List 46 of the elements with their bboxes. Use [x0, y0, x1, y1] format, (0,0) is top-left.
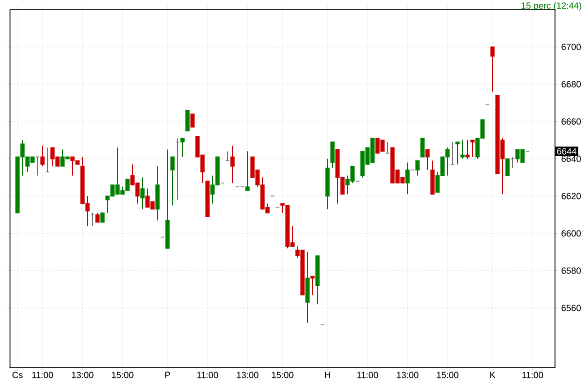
x-tick-label: 11:00	[357, 372, 378, 378]
y-tick-label: 6580	[562, 267, 581, 274]
candlestick	[40, 145, 45, 167]
text: 6644	[557, 148, 576, 155]
x-tick-label: Cs	[12, 372, 23, 378]
candlestick	[405, 162, 410, 195]
candlestick	[230, 145, 235, 184]
candlestick	[490, 46, 495, 92]
x-tick-label: 13:00	[236, 372, 258, 378]
x-tick-label: 15:00	[112, 372, 134, 378]
candlestick	[505, 158, 510, 176]
candlestick	[310, 276, 315, 296]
chart-subtitle: 15 perc (12:44)	[522, 2, 582, 11]
candlestick	[465, 140, 470, 160]
candlestick	[415, 160, 420, 176]
candlestick	[100, 212, 105, 223]
candlestick	[185, 110, 190, 132]
candlestick	[140, 176, 145, 210]
candlestick	[180, 138, 185, 158]
x-tick-label: 15:00	[436, 372, 458, 378]
candlestick	[455, 142, 460, 165]
x-tick-label: 11:00	[197, 372, 218, 378]
y-tick-label: 6700	[562, 44, 581, 50]
candlestick	[245, 150, 250, 191]
candlestick	[470, 140, 475, 158]
y-tick-label: 6660	[562, 118, 581, 125]
x-tick-label: 13:00	[396, 372, 418, 378]
candlestick	[425, 148, 430, 170]
x-tick-label: P	[165, 372, 170, 378]
candlestick	[95, 212, 100, 223]
x-tick-label: 15:00	[272, 372, 294, 378]
candlestick	[420, 138, 425, 158]
x-tick-label: 13:00	[72, 372, 94, 378]
y-tick-label: 6560	[562, 304, 581, 312]
candlestick	[330, 142, 335, 169]
candlestick	[170, 156, 175, 206]
y-tick-label: 6620	[562, 192, 581, 200]
y-tick-label: 6640	[562, 156, 581, 162]
x-tick-label: 11:00	[522, 372, 544, 378]
y-tick-label: 6680	[562, 81, 581, 88]
x-tick-label: H	[325, 372, 330, 378]
candlestick	[460, 140, 465, 160]
x-tick-label: 11:00	[32, 372, 54, 378]
x-tick-label: K	[490, 372, 496, 378]
y-tick-label: 6600	[562, 230, 581, 237]
candlestick	[190, 114, 195, 128]
